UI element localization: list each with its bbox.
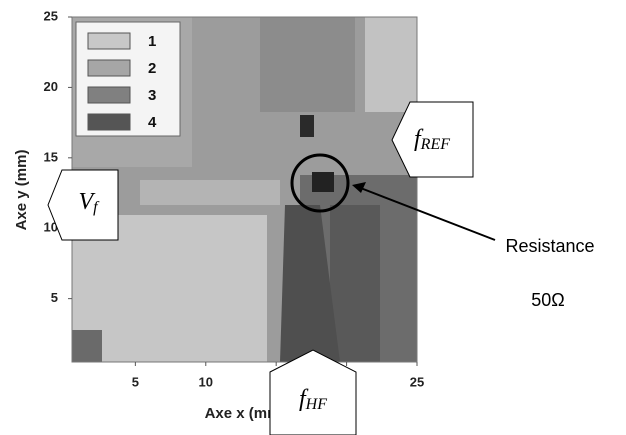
legend-swatch [87,59,131,77]
arrow-head [352,182,366,193]
y-tick-label: 5 [51,290,58,305]
x-tick-label: 10 [199,374,213,389]
legend: 1 2 3 4 [87,32,157,131]
callout-label: fREF [414,126,450,153]
legend-label: 2 [148,60,156,77]
annotation: 50Ω [531,290,564,310]
arrow [357,186,496,241]
y-tick-label: 10 [44,220,58,235]
legend-swatch [87,86,131,104]
callout [47,169,119,241]
y-tick-label: 15 [44,149,58,164]
callout [269,349,357,435]
legend-swatch [87,32,131,50]
y-axis-label: Axe y (mm) [13,150,30,231]
legend-label: 4 [148,114,157,131]
legend-label: 3 [148,87,156,104]
legend-swatch [87,113,131,131]
callout-label: Vf [78,189,100,216]
x-tick-label: 25 [410,374,424,389]
annotation: Resistance [505,236,594,256]
x-tick-label: 5 [132,374,139,389]
highlight-circle [290,153,350,213]
y-tick-label: 20 [44,79,58,94]
legend-label: 1 [148,33,156,50]
callout-label: fHF [299,386,327,413]
y-tick-label: 25 [44,8,58,23]
x-axis-label: Axe x (mm) [205,405,286,422]
callout [391,101,474,178]
